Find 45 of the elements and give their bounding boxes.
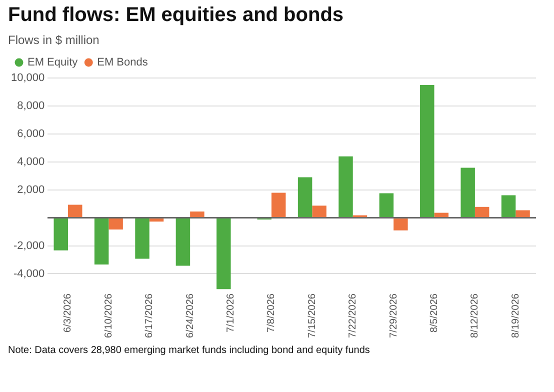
bar (474, 206, 490, 218)
bar (338, 156, 353, 218)
x-tick-label: 7/22/2026 (348, 293, 359, 338)
x-tick-label: 7/8/2026 (266, 293, 278, 332)
legend-label: EM Bonds (97, 56, 148, 69)
x-tick-label: 8/12/2026 (470, 293, 481, 338)
y-tick-label: 8,000 (17, 100, 45, 112)
chart-subtitle: Flows in $ million (8, 33, 100, 47)
bar (54, 218, 68, 250)
x-tick-label: 7/15/2026 (306, 293, 318, 338)
y-tick-label: -2,000 (13, 240, 45, 252)
bar (460, 168, 475, 218)
x-tick-label: 6/10/2026 (103, 293, 114, 338)
bar (149, 218, 164, 222)
bar (298, 177, 312, 218)
bar (271, 192, 286, 218)
bar (68, 204, 82, 218)
x-tick-label: 7/1/2026 (226, 293, 237, 332)
y-tick-label: -4,000 (13, 268, 45, 280)
bar (94, 218, 109, 265)
x-tick-label: 6/17/2026 (144, 293, 156, 338)
x-tick-label: 8/5/2026 (429, 293, 440, 332)
bar (216, 218, 231, 290)
chart-title: Fund flows: EM equities and bonds (8, 4, 345, 27)
y-tick-label: 6,000 (17, 128, 45, 140)
x-tick-label: 7/29/2026 (388, 293, 400, 338)
x-tick-label: 6/24/2026 (184, 293, 196, 338)
bar (312, 206, 326, 218)
x-tick-label: 8/19/2026 (510, 293, 522, 338)
bar (516, 210, 530, 218)
bar (190, 212, 204, 218)
bar (434, 212, 449, 218)
bar (379, 193, 394, 218)
legend-label: EM Equity (28, 56, 78, 69)
bar (135, 218, 150, 259)
bar (501, 195, 516, 218)
x-tick-label: 6/3/2026 (62, 293, 74, 332)
y-tick-label: 2,000 (17, 184, 45, 196)
text: Note: Data covers 28,980 emerging market funds including bond and equity funds (8, 345, 371, 356)
bar (420, 84, 434, 218)
y-tick-label: 10,000 (10, 72, 45, 84)
bar (108, 218, 123, 230)
y-tick-label: 4,000 (17, 156, 45, 168)
bar (394, 218, 408, 230)
bar (176, 218, 190, 266)
